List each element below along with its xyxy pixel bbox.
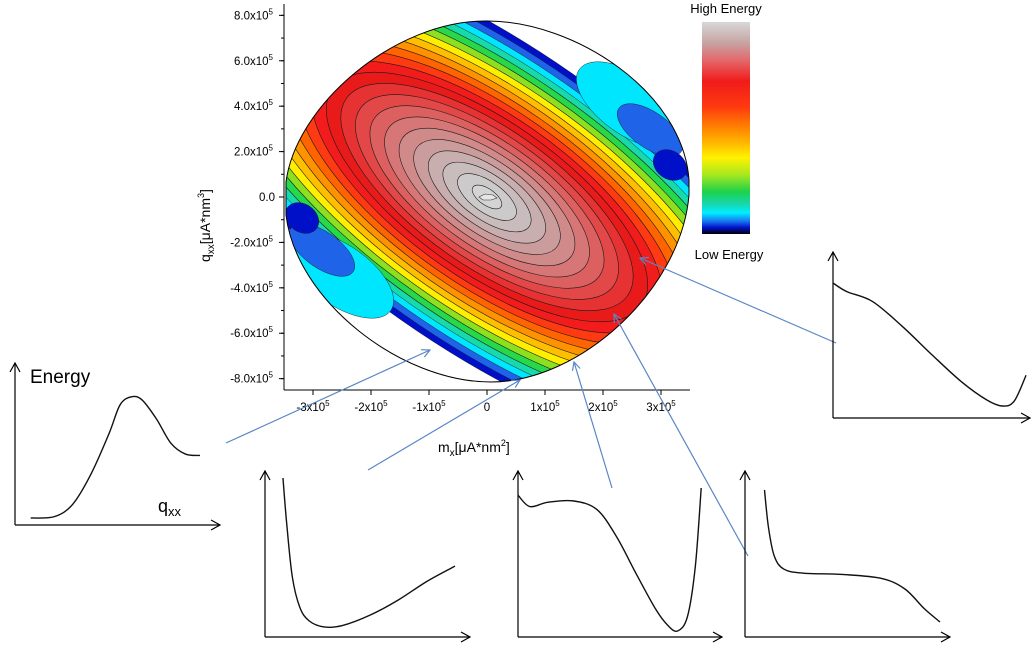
energy-profile-insets bbox=[9, 250, 1032, 643]
contour-bands bbox=[286, 20, 689, 382]
x-axis-title: mx[μA*nm2] bbox=[438, 438, 510, 459]
inset-plot-1 bbox=[9, 361, 222, 531]
low-energy-well bbox=[617, 103, 683, 157]
x-tick-label: -2x105 bbox=[354, 399, 388, 414]
connector-line bbox=[367, 379, 521, 471]
inset-x-arrowhead bbox=[940, 631, 952, 643]
data-region-outline bbox=[285, 20, 690, 383]
connector-arrowhead bbox=[421, 349, 432, 358]
connector-arrowhead bbox=[571, 360, 581, 371]
y-tick-label: -8.0x105 bbox=[230, 371, 273, 386]
inset-plot-3 bbox=[512, 469, 724, 643]
colorbar: High Energy Low Energy bbox=[690, 1, 764, 262]
x-tick-label: 1x105 bbox=[530, 399, 560, 414]
low-energy-well bbox=[286, 202, 319, 234]
x-tick-labels: -3x105 -2x105 -1x105 0 1x105 2x105 3x105 bbox=[296, 390, 676, 414]
inset-y-arrowhead bbox=[739, 469, 751, 481]
inset-x-arrowhead bbox=[210, 519, 222, 531]
connector-line bbox=[225, 349, 431, 444]
connector-arrowhead bbox=[511, 379, 522, 388]
inset-energy-curve bbox=[832, 282, 1027, 407]
y-tick-label: 4.0x105 bbox=[234, 98, 274, 113]
low-energy-well bbox=[289, 223, 355, 277]
contour-plot: -3x105 -2x105 -1x105 0 1x105 2x105 3x105 8.0x1… bbox=[196, 4, 690, 459]
y-tick-label: 2.0x105 bbox=[234, 144, 274, 159]
inset-plot-4 bbox=[739, 469, 952, 643]
y-tick-label: -6.0x105 bbox=[230, 325, 273, 340]
y-tick-label: 8.0x105 bbox=[234, 7, 274, 22]
inset-y-arrowhead bbox=[9, 361, 21, 373]
y-tick-label: -2.0x105 bbox=[230, 234, 273, 249]
colorbar-low-label: Low Energy bbox=[695, 247, 764, 262]
y-tick-label: -4.0x105 bbox=[230, 280, 273, 295]
y-tick-label: 0.0 bbox=[259, 192, 275, 204]
inset-qxx-label: qxx bbox=[158, 496, 182, 519]
connector-line bbox=[573, 361, 613, 489]
inset-x-arrowhead bbox=[1020, 412, 1032, 424]
inset-energy-curve bbox=[763, 489, 941, 623]
connector-arrowhead bbox=[613, 312, 622, 323]
inset-energy-curve bbox=[517, 487, 702, 633]
inset-energy-curve bbox=[282, 477, 456, 629]
maximum-marker bbox=[478, 193, 498, 201]
colorbar-gradient bbox=[702, 22, 750, 234]
inset-plot-2 bbox=[259, 469, 472, 643]
y-tick-label: 6.0x105 bbox=[234, 53, 274, 68]
inset-y-arrowhead bbox=[259, 469, 271, 481]
inset-x-arrowhead bbox=[460, 631, 472, 643]
x-tick-label: -1x105 bbox=[412, 399, 446, 414]
x-tick-label: 2x105 bbox=[588, 399, 618, 414]
low-energy-well bbox=[653, 149, 687, 181]
inset-y-arrowhead bbox=[512, 469, 524, 481]
connector-arrowhead bbox=[638, 256, 649, 266]
y-tick-labels: 8.0x105 6.0x105 4.0x105 2.0x105 0.0 -2.0x105 -… bbox=[230, 7, 284, 386]
x-tick-label: 3x105 bbox=[646, 399, 676, 414]
inset-y-arrowhead bbox=[827, 250, 839, 262]
connector-lines bbox=[225, 256, 837, 557]
y-axis-title: qxx[μA*nm3] bbox=[196, 189, 217, 262]
inset-energy-label: Energy bbox=[30, 367, 91, 388]
inset-energy-curve bbox=[30, 395, 201, 519]
x-tick-label: 0 bbox=[484, 402, 490, 414]
inset-plot-5 bbox=[827, 250, 1032, 424]
x-tick-label: -3x105 bbox=[296, 399, 330, 414]
connector-line bbox=[639, 257, 837, 344]
colorbar-high-label: High Energy bbox=[690, 1, 762, 16]
inset-x-arrowhead bbox=[712, 631, 724, 643]
connector-line bbox=[613, 313, 749, 557]
